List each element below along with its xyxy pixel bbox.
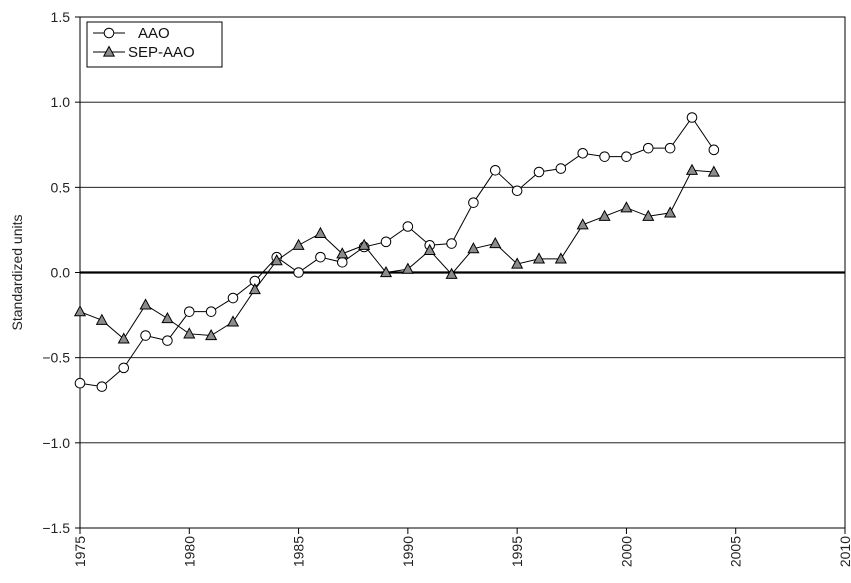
x-tick-label: 1995 — [509, 536, 525, 567]
data-point — [380, 236, 392, 248]
y-tick-label: −1.0 — [42, 435, 70, 451]
data-point — [183, 327, 196, 339]
data-point — [248, 282, 261, 295]
data-point — [664, 142, 676, 154]
data-point — [554, 252, 567, 264]
legend-label: AAO — [138, 25, 170, 42]
data-point — [358, 238, 371, 250]
data-point — [183, 306, 195, 317]
series-line — [79, 116, 715, 388]
data-point — [599, 151, 610, 162]
data-point — [577, 147, 589, 159]
data-point — [445, 267, 458, 279]
x-tick-label: 2005 — [728, 536, 744, 567]
data-point — [74, 377, 86, 389]
data-point — [205, 328, 218, 341]
y-axis-title: Standardized units — [9, 215, 25, 331]
y-tick-label: −1.5 — [42, 520, 70, 536]
data-point — [489, 165, 501, 176]
data-point — [423, 243, 436, 255]
data-point — [685, 163, 699, 175]
data-point — [664, 206, 677, 218]
y-tick-label: 1.5 — [51, 9, 71, 25]
data-point — [532, 252, 546, 264]
data-point — [73, 305, 87, 317]
data-point — [140, 330, 151, 341]
legend-item-aao: AAO — [93, 25, 170, 42]
x-tick-label: 2010 — [837, 536, 851, 567]
data-point — [336, 256, 348, 268]
series-sep-aao — [73, 163, 720, 344]
data-point — [555, 163, 567, 174]
y-tick-label: 1.0 — [51, 94, 71, 110]
data-point — [139, 298, 152, 310]
data-point — [707, 165, 720, 177]
x-tick-label: 1990 — [400, 536, 416, 567]
data-point — [598, 209, 611, 221]
data-point — [379, 265, 393, 278]
data-point — [293, 267, 304, 278]
data-point — [314, 226, 327, 238]
data-point — [95, 313, 108, 325]
x-axis-ticks: 1975 1980 1985 1990 1995 2000 2005 2010 — [72, 528, 851, 567]
data-point — [270, 254, 283, 266]
data-point — [118, 362, 130, 374]
series-line — [79, 169, 714, 340]
gridlines — [80, 101, 845, 444]
data-point — [708, 144, 720, 156]
x-tick-label: 1980 — [181, 536, 197, 567]
data-point — [227, 292, 239, 304]
series-group — [73, 112, 720, 392]
data-point — [446, 238, 457, 249]
data-point — [96, 381, 108, 392]
data-point — [511, 257, 524, 269]
data-point — [226, 315, 240, 327]
x-tick-label: 1975 — [72, 536, 88, 567]
data-point — [489, 236, 502, 249]
data-point — [315, 251, 326, 263]
data-point — [468, 197, 479, 208]
legend-marker — [103, 27, 115, 39]
data-point — [205, 306, 217, 317]
y-tick-label: 0.0 — [51, 265, 71, 281]
data-point — [642, 209, 655, 221]
data-point — [533, 166, 545, 178]
data-point — [467, 242, 480, 254]
data-point — [117, 332, 130, 344]
data-point — [161, 311, 174, 324]
data-point — [402, 221, 414, 232]
data-point — [686, 112, 698, 123]
data-point — [576, 218, 589, 230]
y-tick-label: −0.5 — [42, 350, 70, 366]
data-point — [620, 201, 633, 213]
x-tick-label: 1985 — [291, 536, 307, 567]
x-tick-label: 2000 — [618, 536, 634, 567]
y-axis-ticks: −1.5 −1.0 −0.5 0.0 0.5 1.0 1.5 — [42, 9, 80, 536]
data-point — [162, 335, 173, 346]
legend-label: SEP-AAO — [128, 44, 195, 61]
legend-marker — [102, 45, 116, 57]
data-point — [336, 247, 349, 259]
data-point — [642, 142, 654, 154]
data-point — [292, 238, 305, 250]
legend: AAO SEP-AAO — [86, 21, 223, 68]
data-point — [401, 262, 414, 274]
y-tick-label: 0.5 — [51, 179, 71, 195]
data-point — [511, 185, 523, 197]
legend-item-sep-aao: SEP-AAO — [93, 44, 195, 61]
data-point — [621, 151, 632, 162]
series-aao — [74, 112, 720, 392]
